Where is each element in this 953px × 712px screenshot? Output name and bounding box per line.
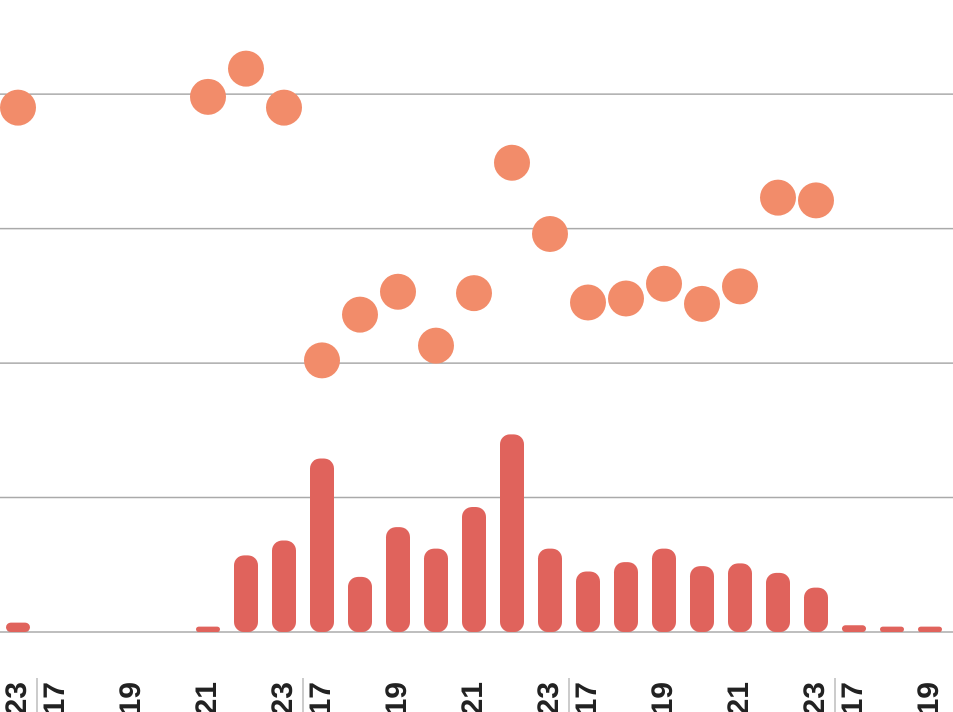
bar	[272, 540, 296, 632]
bar	[424, 548, 448, 632]
x-tick-label: 23	[266, 682, 299, 712]
dot	[798, 182, 834, 219]
bar	[880, 626, 904, 632]
dot	[228, 50, 264, 87]
bar	[842, 625, 866, 632]
bar	[652, 548, 676, 632]
x-tick-label: 19	[646, 682, 679, 712]
bar	[918, 626, 942, 632]
dot	[342, 296, 378, 333]
dot	[608, 280, 644, 317]
x-tick-label: 19	[380, 682, 413, 712]
x-tick-label: 21	[190, 682, 223, 712]
dot	[494, 144, 530, 181]
bar	[728, 563, 752, 632]
bar	[310, 458, 334, 632]
bar	[538, 548, 562, 632]
bar	[614, 562, 638, 632]
bar	[766, 572, 790, 632]
bar	[690, 566, 714, 632]
x-tick-label: 23	[532, 682, 565, 712]
bar	[6, 622, 30, 632]
dot	[760, 179, 796, 216]
x-tick-label: 17	[38, 682, 71, 712]
bar	[196, 626, 220, 632]
dot	[266, 89, 302, 126]
dot	[684, 285, 720, 322]
dot	[380, 273, 416, 310]
dot	[304, 342, 340, 379]
dot	[532, 215, 568, 252]
dot	[456, 275, 492, 312]
x-tick-label: 23	[0, 682, 33, 712]
x-tick-label: 17	[304, 682, 337, 712]
bar	[234, 555, 258, 632]
bar	[462, 506, 486, 632]
dot	[0, 89, 36, 126]
x-tick-label: 19	[114, 682, 147, 712]
bar	[348, 576, 372, 632]
bar	[576, 571, 600, 632]
x-tick-label: 17	[836, 682, 869, 712]
bar	[500, 434, 524, 632]
dot	[418, 327, 454, 364]
dot	[570, 284, 606, 321]
x-tick-label: 23	[798, 682, 831, 712]
x-tick-label: 19	[912, 682, 945, 712]
x-tick-label: 21	[722, 682, 755, 712]
dot	[646, 265, 682, 302]
bar	[804, 587, 828, 632]
x-tick-label: 21	[456, 682, 489, 712]
x-tick-label: 17	[570, 682, 603, 712]
dot	[722, 268, 758, 305]
bar	[386, 527, 410, 632]
dot	[190, 78, 226, 115]
